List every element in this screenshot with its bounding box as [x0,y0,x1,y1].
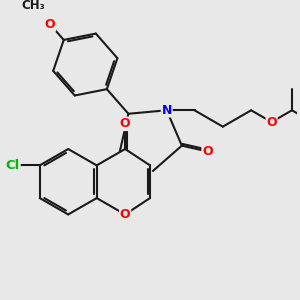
Text: O: O [120,117,130,130]
Text: O: O [266,116,277,129]
Text: O: O [45,18,56,31]
Text: Cl: Cl [6,159,20,172]
Text: O: O [120,208,130,221]
Text: N: N [161,104,172,117]
Text: CH₃: CH₃ [22,0,46,12]
Text: O: O [202,145,213,158]
